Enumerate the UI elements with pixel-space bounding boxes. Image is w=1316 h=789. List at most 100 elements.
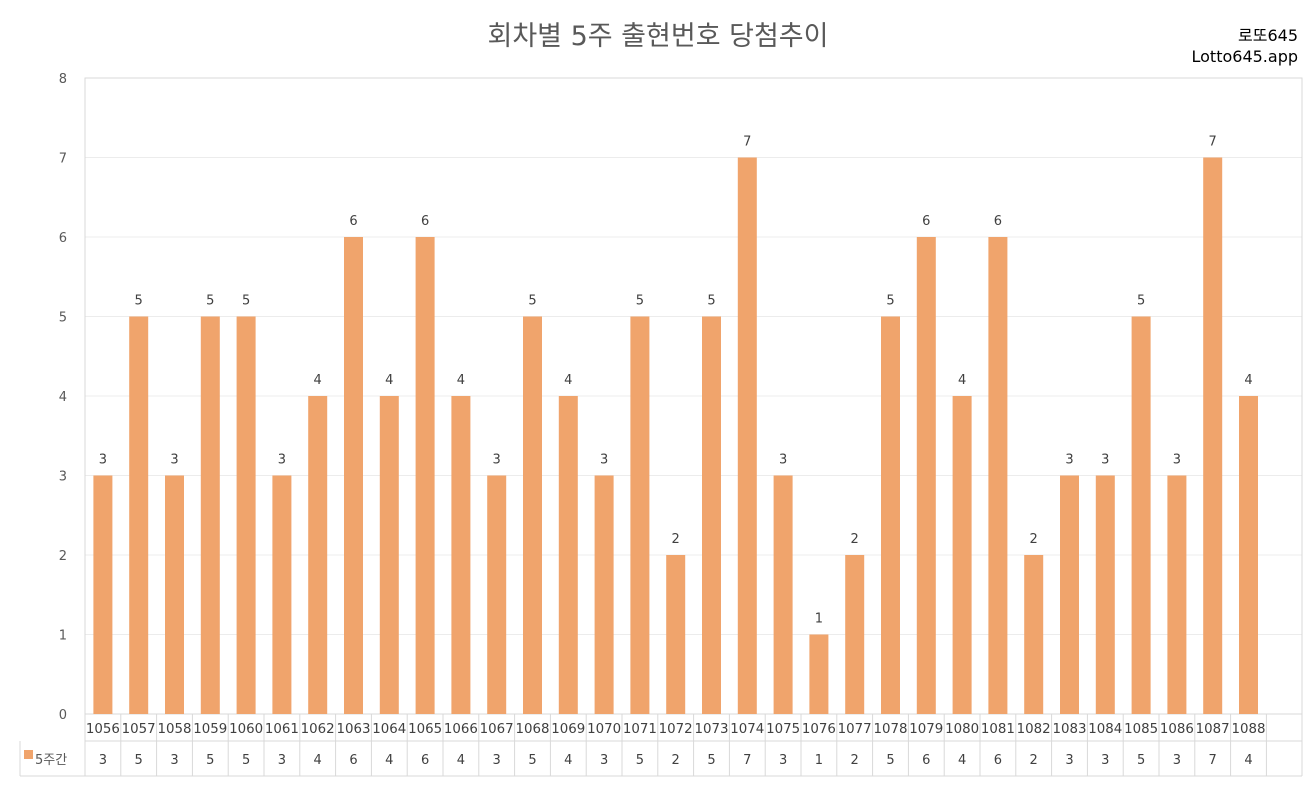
category-label: 1075	[766, 722, 800, 737]
table-value: 3	[278, 753, 286, 768]
table-value: 5	[1137, 753, 1145, 768]
bar	[558, 396, 578, 714]
data-label: 4	[958, 373, 966, 388]
y-tick-label: 2	[59, 549, 67, 564]
data-label: 6	[349, 214, 357, 229]
table-value: 4	[385, 753, 393, 768]
category-label: 1085	[1124, 722, 1158, 737]
data-label: 3	[779, 453, 787, 468]
bar	[93, 475, 113, 714]
bar	[666, 555, 686, 714]
category-label: 1069	[551, 722, 585, 737]
table-value: 6	[994, 753, 1002, 768]
bar	[165, 475, 184, 714]
data-label: 4	[385, 373, 393, 388]
data-label: 5	[707, 294, 715, 309]
category-label: 1064	[372, 722, 406, 737]
data-label: 3	[1173, 453, 1181, 468]
table-value: 3	[1065, 753, 1073, 768]
bar	[881, 316, 900, 714]
y-tick-label: 7	[59, 152, 67, 167]
category-label: 1056	[86, 722, 120, 737]
category-label: 1087	[1196, 722, 1230, 737]
table-value: 5	[135, 753, 143, 768]
category-label: 1074	[730, 722, 764, 737]
bar	[1131, 316, 1151, 714]
bar	[809, 634, 829, 714]
bar	[523, 316, 542, 714]
category-label: 1086	[1160, 722, 1194, 737]
category-label: 1078	[874, 722, 908, 737]
category-label: 1057	[122, 722, 156, 737]
bar	[200, 316, 220, 714]
bar	[702, 316, 721, 714]
category-label: 1083	[1053, 722, 1087, 737]
data-label: 3	[99, 453, 107, 468]
data-label: 3	[1065, 453, 1073, 468]
bar	[1203, 157, 1223, 714]
table-value: 5	[707, 753, 715, 768]
category-label: 1061	[265, 722, 299, 737]
table-value: 5	[206, 753, 214, 768]
table-value: 3	[99, 753, 107, 768]
data-label: 4	[1244, 373, 1252, 388]
table-value: 3	[493, 753, 501, 768]
category-label: 1068	[516, 722, 550, 737]
data-label: 3	[278, 453, 286, 468]
category-label: 1065	[408, 722, 442, 737]
table-value: 5	[886, 753, 894, 768]
bar	[487, 475, 507, 714]
category-label: 1082	[1017, 722, 1051, 737]
data-label: 7	[1209, 135, 1217, 150]
data-label: 6	[994, 214, 1002, 229]
table-value: 2	[851, 753, 859, 768]
data-label: 4	[564, 373, 572, 388]
y-tick-label: 4	[59, 390, 67, 405]
table-value: 6	[421, 753, 429, 768]
data-label: 5	[636, 294, 644, 309]
y-tick-label: 6	[59, 231, 67, 246]
category-label: 1063	[337, 722, 371, 737]
bar	[1167, 475, 1187, 714]
brand-url: Lotto645.app	[1191, 47, 1299, 66]
bar	[773, 475, 793, 714]
table-value: 6	[922, 753, 930, 768]
category-label: 1058	[158, 722, 192, 737]
y-tick-label: 5	[59, 311, 67, 326]
table-value: 7	[1209, 753, 1217, 768]
category-label: 1060	[229, 722, 263, 737]
bar	[272, 475, 292, 714]
brand-name: 로또645	[1238, 26, 1298, 45]
category-label: 1080	[945, 722, 979, 737]
data-label: 4	[457, 373, 465, 388]
bar	[952, 396, 972, 714]
category-label: 1071	[623, 722, 657, 737]
table-value: 3	[779, 753, 787, 768]
table-value: 4	[564, 753, 572, 768]
y-tick-label: 1	[59, 629, 67, 644]
bar	[379, 396, 399, 714]
table-value: 4	[1244, 753, 1252, 768]
data-label: 2	[1030, 532, 1038, 547]
bar	[1060, 475, 1079, 714]
bar	[1239, 396, 1258, 714]
data-label: 3	[1101, 453, 1109, 468]
table-value: 6	[349, 753, 357, 768]
category-label: 1079	[909, 722, 943, 737]
table-value: 4	[457, 753, 465, 768]
table-value: 7	[743, 753, 751, 768]
data-label: 6	[421, 214, 429, 229]
data-label: 4	[314, 373, 322, 388]
category-label: 1084	[1088, 722, 1122, 737]
bar	[344, 237, 363, 714]
bar	[1024, 555, 1044, 714]
table-value: 5	[636, 753, 644, 768]
bar	[129, 316, 149, 714]
bar	[415, 237, 435, 714]
data-label: 2	[851, 532, 859, 547]
table-value: 5	[242, 753, 250, 768]
data-label: 5	[1137, 294, 1145, 309]
y-tick-label: 8	[59, 72, 67, 87]
chart-title: 회차별 5주 출현번호 당첨추이	[487, 21, 829, 52]
